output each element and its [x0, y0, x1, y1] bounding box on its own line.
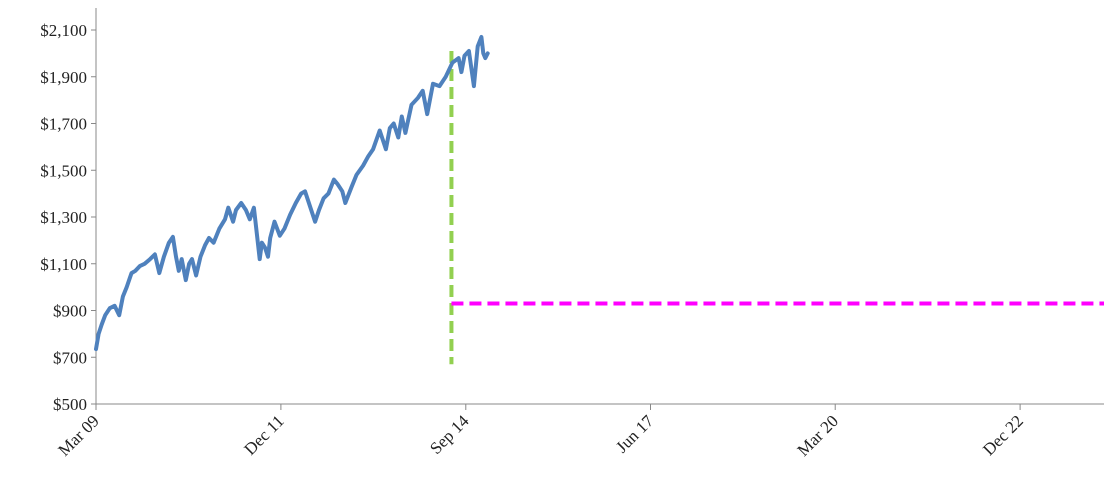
y-tick-label: $900	[53, 302, 87, 321]
x-tick-label: Dec 11	[240, 411, 287, 458]
y-tick-label: $1,100	[40, 255, 87, 274]
x-tick-label: Jun 17	[612, 411, 658, 457]
y-axis: $500 $700 $900 $1,100 $1,300 $1,500 $1,700 $1,9…	[40, 8, 97, 414]
x-tick-label: Mar 20	[794, 411, 842, 459]
x-tick-label: Dec 22	[979, 411, 1027, 459]
y-tick-label: $500	[53, 395, 87, 414]
series-line	[94, 35, 490, 352]
y-tick-label: $700	[53, 348, 87, 367]
x-tick-label: Sep 14	[426, 411, 473, 458]
y-tick-label: $2,100	[40, 21, 87, 40]
plot-area	[94, 35, 1104, 365]
y-tick-label: $1,700	[40, 115, 87, 134]
x-axis: Mar 09 Dec 11 Sep 14 Jun 17 Mar 20 Dec 22	[54, 403, 1104, 460]
y-tick-label: $1,500	[40, 161, 87, 180]
x-tick-label: Mar 09	[54, 411, 102, 459]
y-tick-label: $1,900	[40, 68, 87, 87]
y-tick-label: $1,300	[40, 208, 87, 227]
